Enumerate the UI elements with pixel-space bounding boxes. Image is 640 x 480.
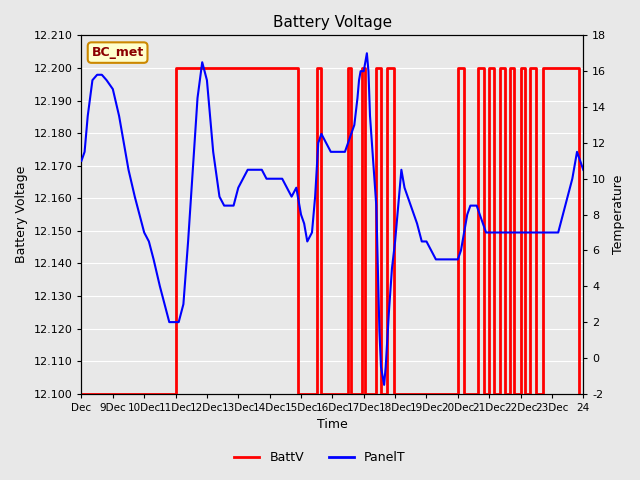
X-axis label: Time: Time xyxy=(317,419,348,432)
Legend: BattV, PanelT: BattV, PanelT xyxy=(229,446,411,469)
Y-axis label: Battery Voltage: Battery Voltage xyxy=(15,166,28,263)
Y-axis label: Temperature: Temperature xyxy=(612,175,625,254)
Title: Battery Voltage: Battery Voltage xyxy=(273,15,392,30)
Text: BC_met: BC_met xyxy=(92,46,144,59)
